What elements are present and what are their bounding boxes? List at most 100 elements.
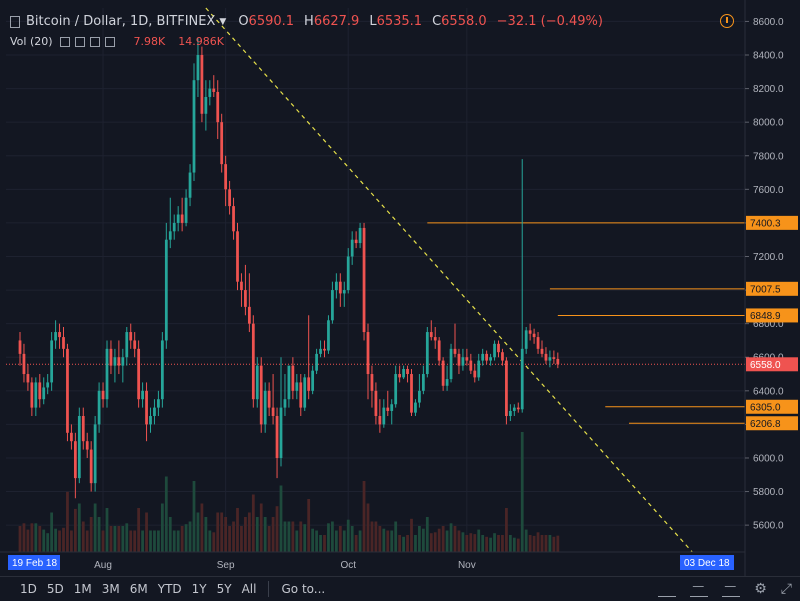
- volume-bar: [433, 532, 437, 552]
- volume-bar: [153, 530, 156, 552]
- candle-body: [449, 348, 453, 380]
- candle-body: [378, 416, 382, 425]
- candle-body: [236, 231, 239, 282]
- candle-body: [429, 332, 433, 338]
- timeframe-6m[interactable]: 6M: [129, 582, 148, 596]
- volume-bar: [418, 526, 421, 552]
- fullscreen-icon[interactable]: ⤢: [780, 581, 792, 597]
- candle-body: [70, 432, 73, 442]
- candle-body: [327, 320, 330, 351]
- volume-bar: [497, 535, 500, 552]
- volume-bar: [224, 517, 228, 552]
- candle-body: [232, 206, 235, 232]
- candle-body: [283, 399, 287, 408]
- symbol-title[interactable]: Bitcoin / Dollar, 1D, BITFINEX: [26, 14, 216, 29]
- candle-body: [358, 227, 362, 244]
- candle-body: [366, 332, 370, 375]
- volume-bar: [251, 494, 255, 552]
- volume-bar: [54, 528, 57, 552]
- candle-body: [200, 55, 204, 114]
- low-key: L: [369, 14, 377, 29]
- candle-body: [437, 340, 441, 361]
- y-tick-label: 8200.0: [753, 84, 784, 95]
- candle-body: [418, 390, 421, 403]
- volume-bar: [323, 535, 326, 552]
- timeframe-all[interactable]: All: [241, 582, 257, 596]
- volume-bar: [109, 526, 113, 552]
- gear-icon[interactable]: ⚙: [754, 581, 767, 597]
- candle-body: [398, 374, 402, 378]
- volume-bar: [520, 432, 524, 552]
- candle-body: [315, 353, 318, 371]
- volume-bar: [42, 529, 46, 552]
- candle-body: [97, 390, 101, 425]
- volume-bar: [255, 517, 259, 552]
- settings-icon[interactable]: [74, 36, 85, 47]
- candle-body: [216, 91, 220, 123]
- volume-bar: [489, 537, 492, 552]
- dash-icon[interactable]: [722, 579, 741, 597]
- candle-body: [73, 441, 77, 479]
- volume-bar: [485, 536, 489, 552]
- candle-body: [493, 343, 496, 358]
- volume-bar: [512, 537, 516, 552]
- end-date-label: 03 Dec 18: [684, 558, 730, 569]
- eye-icon[interactable]: [59, 36, 70, 47]
- goto-button[interactable]: Go to...: [281, 582, 326, 596]
- timeframe-1d[interactable]: 1D: [20, 582, 37, 596]
- volume-bar: [473, 534, 477, 552]
- timeframe-1y[interactable]: 1Y: [191, 582, 207, 596]
- volume-bar: [26, 529, 30, 552]
- candle-body: [18, 340, 22, 354]
- timeframe-3m[interactable]: 3M: [101, 582, 120, 596]
- volume-header: Vol (20) 7.98K 14.986K: [10, 35, 224, 48]
- candle-body: [42, 387, 46, 400]
- volume-bar: [378, 526, 382, 552]
- volume-bar: [505, 508, 508, 552]
- volume-bar: [160, 503, 164, 552]
- symbol-toggle-icon[interactable]: [10, 15, 20, 28]
- candle-body: [263, 390, 267, 425]
- volume-bar: [493, 533, 496, 552]
- open-key: O: [238, 14, 249, 29]
- high-key: H: [304, 14, 314, 29]
- volume-bar: [176, 530, 180, 552]
- volume-bar: [85, 530, 89, 552]
- volume-bar: [346, 519, 350, 552]
- toolbar-divider: [268, 581, 270, 597]
- volume-value-2: 14.986K: [178, 35, 224, 48]
- chevron-down-icon[interactable]: ▼: [219, 16, 227, 27]
- volume-bar: [540, 535, 544, 552]
- timeframe-5d[interactable]: 5D: [46, 582, 64, 596]
- timeframe-5y[interactable]: 5Y: [216, 582, 232, 596]
- candle-body: [374, 390, 378, 416]
- candle-body: [66, 348, 69, 433]
- timeframe-1m[interactable]: 1M: [73, 582, 92, 596]
- volume-bar: [315, 530, 318, 552]
- volume-bar: [168, 517, 172, 552]
- candle-body: [410, 374, 413, 413]
- alert-icon[interactable]: [720, 14, 734, 28]
- line-icon[interactable]: [690, 579, 709, 597]
- more-icon[interactable]: [104, 36, 115, 47]
- candle-body: [208, 88, 212, 97]
- volume-label[interactable]: Vol (20): [10, 35, 53, 48]
- chart-header: Bitcoin / Dollar, 1D, BITFINEX ▼ O6590.1…: [10, 14, 603, 29]
- trendline[interactable]: [205, 7, 693, 553]
- candle-body: [540, 348, 544, 354]
- candle-body: [101, 390, 105, 400]
- x-tick-label: Nov: [458, 560, 476, 571]
- timeframe-ytd[interactable]: YTD: [157, 582, 182, 596]
- candle-body: [362, 227, 366, 333]
- y-tick-label: 8000.0: [753, 118, 784, 129]
- close-icon[interactable]: [89, 36, 100, 47]
- candle-body: [184, 197, 188, 223]
- volume-bar: [524, 529, 528, 552]
- volume-bar: [263, 517, 267, 552]
- crop-icon[interactable]: [658, 582, 677, 597]
- close-key: C: [432, 14, 442, 29]
- volume-bar: [105, 508, 109, 552]
- volume-bar: [410, 518, 413, 552]
- candle-body: [137, 348, 141, 400]
